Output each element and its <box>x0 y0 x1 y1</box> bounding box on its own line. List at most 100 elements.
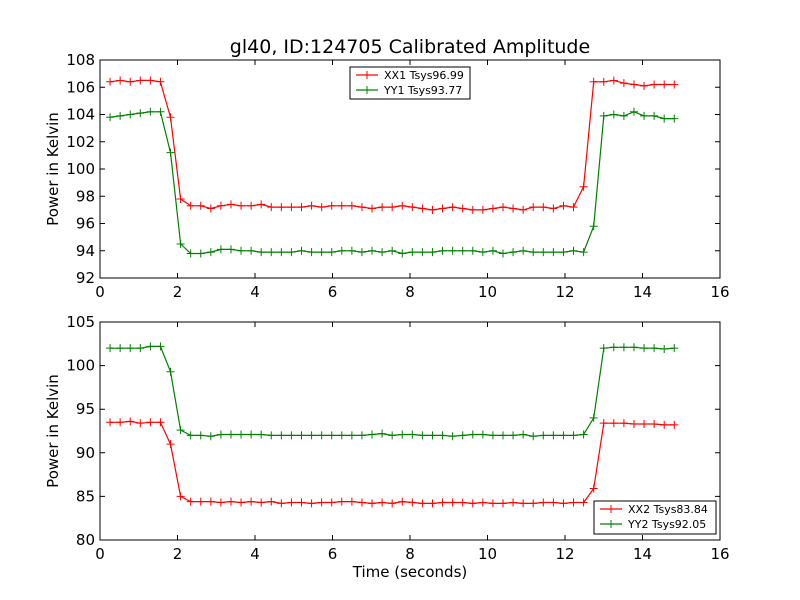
chart-panel-1: 0 2 4 6 8 10 12 14 16 92 94 96 98 100 102 104 106 108 Powe… <box>44 51 730 301</box>
x-tick-label: 0 <box>95 545 105 563</box>
legend-marker <box>363 71 371 79</box>
data-point <box>337 431 346 440</box>
data-point <box>408 498 417 507</box>
data-point <box>186 497 195 506</box>
data-point <box>166 367 175 376</box>
data-point <box>619 343 628 352</box>
data-point <box>559 201 568 210</box>
data-point <box>499 499 507 508</box>
data-point <box>589 222 598 231</box>
data-point <box>368 499 377 508</box>
data-point <box>660 420 669 429</box>
data-point <box>317 498 326 507</box>
data-point <box>438 246 447 255</box>
x-tick-label: 14 <box>633 283 652 301</box>
data-point <box>478 248 487 257</box>
data-point <box>589 484 598 493</box>
data-point <box>307 499 316 508</box>
y-tick-label: 94 <box>76 242 95 260</box>
data-point <box>670 114 679 123</box>
data-point <box>549 498 558 507</box>
x-tick-label: 2 <box>173 545 183 563</box>
data-point <box>136 109 145 118</box>
legend-item: XX1 Tsys96.99 <box>356 69 464 82</box>
data-point <box>418 499 427 508</box>
data-point <box>196 497 205 506</box>
legend-item: YY2 Tsys92.05 <box>600 518 706 531</box>
data-point <box>176 492 185 501</box>
data-point <box>509 431 518 440</box>
y-tick-label: 102 <box>66 133 95 151</box>
data-point <box>579 430 588 439</box>
data-point <box>569 431 578 440</box>
data-point <box>106 418 115 427</box>
data-point <box>539 431 548 440</box>
x-tick-label: 6 <box>328 545 338 563</box>
data-point <box>156 342 165 351</box>
data-point <box>237 246 246 255</box>
data-point <box>478 205 487 214</box>
legend: XX1 Tsys96.99 YY1 Tsys93.77 <box>349 66 471 100</box>
data-point <box>136 344 145 353</box>
x-tick-label: 4 <box>250 283 260 301</box>
series-1 <box>106 417 679 508</box>
data-point <box>619 79 628 88</box>
data-point <box>216 245 225 254</box>
data-point <box>428 499 437 508</box>
data-point <box>488 246 497 255</box>
data-point <box>116 344 125 353</box>
data-point <box>368 246 377 255</box>
data-point <box>519 499 528 508</box>
data-point <box>297 203 306 212</box>
data-point <box>116 76 125 85</box>
data-point <box>156 77 165 86</box>
data-point <box>428 205 437 214</box>
legend-marker <box>363 86 371 94</box>
data-point <box>196 249 205 258</box>
data-point <box>458 498 467 507</box>
data-point <box>398 430 407 439</box>
data-point <box>448 432 457 441</box>
data-point <box>378 429 387 438</box>
x-tick-label: 2 <box>173 283 183 301</box>
x-axis-label: Time (seconds) <box>352 563 468 581</box>
y-tick-label: 108 <box>66 51 95 69</box>
data-point <box>357 498 366 507</box>
data-point <box>368 204 377 213</box>
legend-label: YY1 Tsys93.77 <box>383 84 462 97</box>
data-point <box>357 431 366 440</box>
y-tick-label: 105 <box>66 313 95 331</box>
data-point <box>337 246 346 255</box>
data-point <box>186 249 195 258</box>
data-point <box>317 203 326 212</box>
legend-marker <box>607 505 615 513</box>
data-point <box>297 431 306 440</box>
data-point <box>257 200 266 209</box>
data-point <box>529 203 538 212</box>
data-point <box>126 417 135 426</box>
data-point <box>529 499 538 508</box>
x-tick-label: 8 <box>405 545 415 563</box>
data-point <box>226 200 235 209</box>
data-point <box>176 426 185 435</box>
y-tick-label: 100 <box>66 160 95 178</box>
data-point <box>529 432 538 441</box>
y-tick-label: 85 <box>76 487 95 505</box>
data-point <box>569 246 578 255</box>
data-point <box>297 498 306 507</box>
data-point <box>438 498 447 507</box>
data-point <box>297 246 306 255</box>
series-2 <box>106 342 679 441</box>
legend-marker <box>607 520 615 528</box>
data-point <box>347 246 356 255</box>
data-point <box>488 499 497 508</box>
data-point <box>317 248 326 257</box>
data-point <box>287 431 296 440</box>
data-point <box>106 77 115 86</box>
data-point <box>166 440 175 449</box>
legend-item: YY1 Tsys93.77 <box>356 84 462 97</box>
data-point <box>398 201 407 210</box>
data-point <box>559 248 568 257</box>
data-point <box>418 431 427 440</box>
